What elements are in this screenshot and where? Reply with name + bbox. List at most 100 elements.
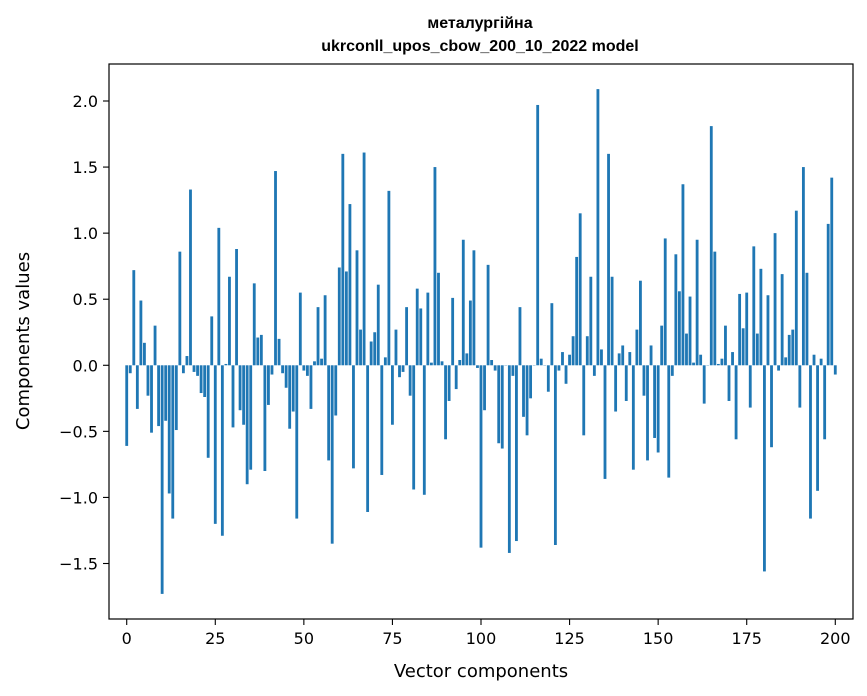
- chart-title-line1: металургійна: [427, 15, 532, 32]
- x-tick-label: 175: [731, 629, 762, 648]
- y-tick-label: −0.5: [59, 422, 98, 441]
- bar-65: [355, 250, 359, 366]
- bar-175: [745, 292, 749, 366]
- bar-31: [235, 249, 238, 366]
- bar-37: [256, 337, 260, 366]
- bar-17: [185, 356, 189, 366]
- bar-4: [139, 300, 143, 366]
- bar-109: [511, 365, 515, 376]
- bar-125: [568, 354, 571, 366]
- bar-38: [259, 334, 263, 366]
- y-axis-ticks: −1.5 −1.0 −0.5 0.0 0.5 1.0 1.5 2.0: [59, 92, 109, 574]
- bar-173: [738, 293, 742, 366]
- bar-200: [833, 365, 837, 375]
- bar-93: [454, 365, 458, 390]
- bar-95: [461, 239, 465, 366]
- bar-97: [468, 300, 472, 366]
- bar-28: [224, 363, 228, 366]
- bar-92: [451, 297, 455, 366]
- bar-187: [787, 334, 791, 366]
- bar-30: [231, 365, 235, 428]
- bar-155: [674, 254, 678, 366]
- bar-19: [192, 365, 196, 372]
- bar-73: [383, 357, 387, 366]
- bar-158: [685, 333, 688, 366]
- bar-169: [724, 325, 727, 366]
- bar-142: [628, 352, 632, 366]
- bar-51: [305, 365, 309, 376]
- bar-163: [702, 365, 706, 404]
- bar-13: [171, 365, 175, 519]
- bar-61: [341, 153, 345, 366]
- x-tick-label: 200: [820, 629, 851, 648]
- bar-64: [352, 365, 355, 469]
- bar-41: [270, 365, 274, 375]
- y-tick-label: 1.5: [73, 158, 98, 177]
- bar-42: [274, 171, 277, 366]
- bar-25: [213, 365, 217, 524]
- bar-21: [199, 365, 203, 394]
- bar-167: [716, 363, 720, 366]
- bar-130: [585, 336, 589, 366]
- bar-165: [709, 126, 713, 366]
- bar-53: [313, 361, 316, 366]
- bar-138: [614, 365, 618, 412]
- bar-148: [649, 345, 653, 366]
- bar-36: [252, 283, 256, 366]
- bar-91: [447, 365, 451, 401]
- bar-3: [135, 365, 139, 409]
- bar-106: [500, 365, 504, 449]
- bar-123: [561, 352, 564, 366]
- bar-60: [337, 267, 341, 366]
- bar-112: [522, 365, 525, 417]
- bar-149: [653, 365, 657, 438]
- bar-70: [373, 332, 377, 366]
- bar-146: [642, 365, 646, 396]
- bar-134: [600, 349, 603, 366]
- x-axis-label: Vector components: [394, 661, 568, 682]
- bar-50: [302, 365, 306, 371]
- bar-6: [146, 365, 150, 396]
- bar-131: [589, 276, 593, 366]
- bar-58: [330, 365, 334, 544]
- bar-79: [405, 307, 409, 366]
- bar-153: [667, 365, 671, 478]
- bar-174: [741, 328, 745, 366]
- bar-74: [387, 190, 391, 366]
- bar-0: [125, 365, 129, 446]
- bar-105: [497, 365, 501, 444]
- bar-8: [153, 325, 157, 366]
- bar-102: [486, 264, 490, 366]
- bar-135: [603, 365, 607, 479]
- bar-16: [181, 365, 185, 374]
- bar-171: [731, 352, 734, 366]
- bar-114: [529, 365, 533, 399]
- bar-101: [483, 365, 486, 411]
- bar-126: [571, 336, 575, 366]
- bar-136: [607, 153, 610, 366]
- bar-157: [681, 184, 685, 366]
- bar-199: [830, 177, 834, 366]
- bar-184: [777, 365, 781, 371]
- bar-9: [157, 365, 161, 427]
- bar-197: [823, 365, 827, 440]
- bar-104: [493, 365, 497, 371]
- bar-141: [624, 365, 628, 401]
- bar-159: [688, 296, 692, 366]
- bar-67: [362, 152, 366, 366]
- bar-195: [816, 365, 819, 491]
- bar-120: [550, 303, 554, 366]
- bar-160: [692, 362, 695, 366]
- y-tick-label: 1.0: [73, 224, 98, 243]
- bar-183: [773, 233, 777, 366]
- bar-62: [344, 271, 348, 366]
- bar-110: [515, 365, 518, 542]
- x-tick-label: 50: [294, 629, 314, 648]
- bar-89: [440, 361, 444, 366]
- bar-77: [398, 365, 401, 378]
- bar-139: [617, 353, 621, 366]
- bar-121: [553, 365, 557, 545]
- bar-143: [631, 365, 635, 470]
- bar-133: [596, 89, 600, 366]
